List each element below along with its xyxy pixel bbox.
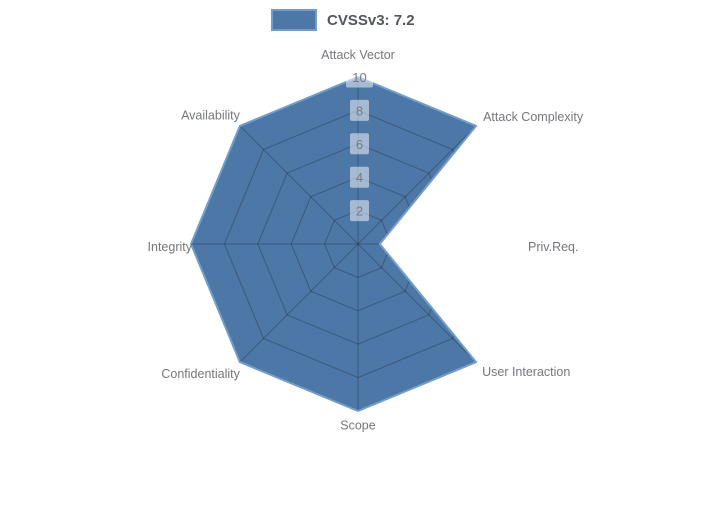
tick-box-8 [350,99,369,121]
axis-label-attack-complexity: Attack Complexity [483,110,584,124]
tick-box-10 [346,66,373,88]
axis-label-confidentiality: Confidentiality [161,367,240,381]
tick-label-2: 2 [356,204,363,219]
axis-label-integrity: Integrity [148,240,193,254]
data-polygon-border [190,76,478,412]
radar-series-fill [191,77,477,411]
grid-spoke-confidentiality [239,243,359,363]
tick-box-2 [350,200,369,222]
grid-ring-2 [324,210,392,278]
axis-label-scope: Scope [340,419,375,433]
axis-label-priv-req: Priv.Req. [528,240,578,254]
tick-label-8: 8 [356,103,363,118]
axis-label-availability: Availability [181,108,241,122]
tick-label-10: 10 [352,70,366,85]
radar-axis-labels: Attack Vector Attack Complexity Priv.Req. U… [148,48,584,433]
tick-box-6 [350,133,369,155]
tick-label-4: 4 [356,170,363,185]
legend-swatch [271,9,317,31]
axis-label-user-interaction: User Interaction [482,365,570,379]
tick-label-6: 6 [356,137,363,152]
axis-label-attack-vector: Attack Vector [321,48,395,62]
legend[interactable]: CVSSv3: 7.2 [271,9,415,31]
radar-series-edge [190,76,478,412]
legend-label: CVSSv3: 7.2 [327,11,415,29]
data-polygon [191,77,477,411]
tick-box-4 [350,166,369,188]
grid-spoke-attack-complexity [357,125,477,245]
grid-spoke-availability [239,125,359,245]
grid-spoke-user-interaction [357,243,477,363]
radar-tick-labels: 2 4 6 8 10 [346,66,373,222]
